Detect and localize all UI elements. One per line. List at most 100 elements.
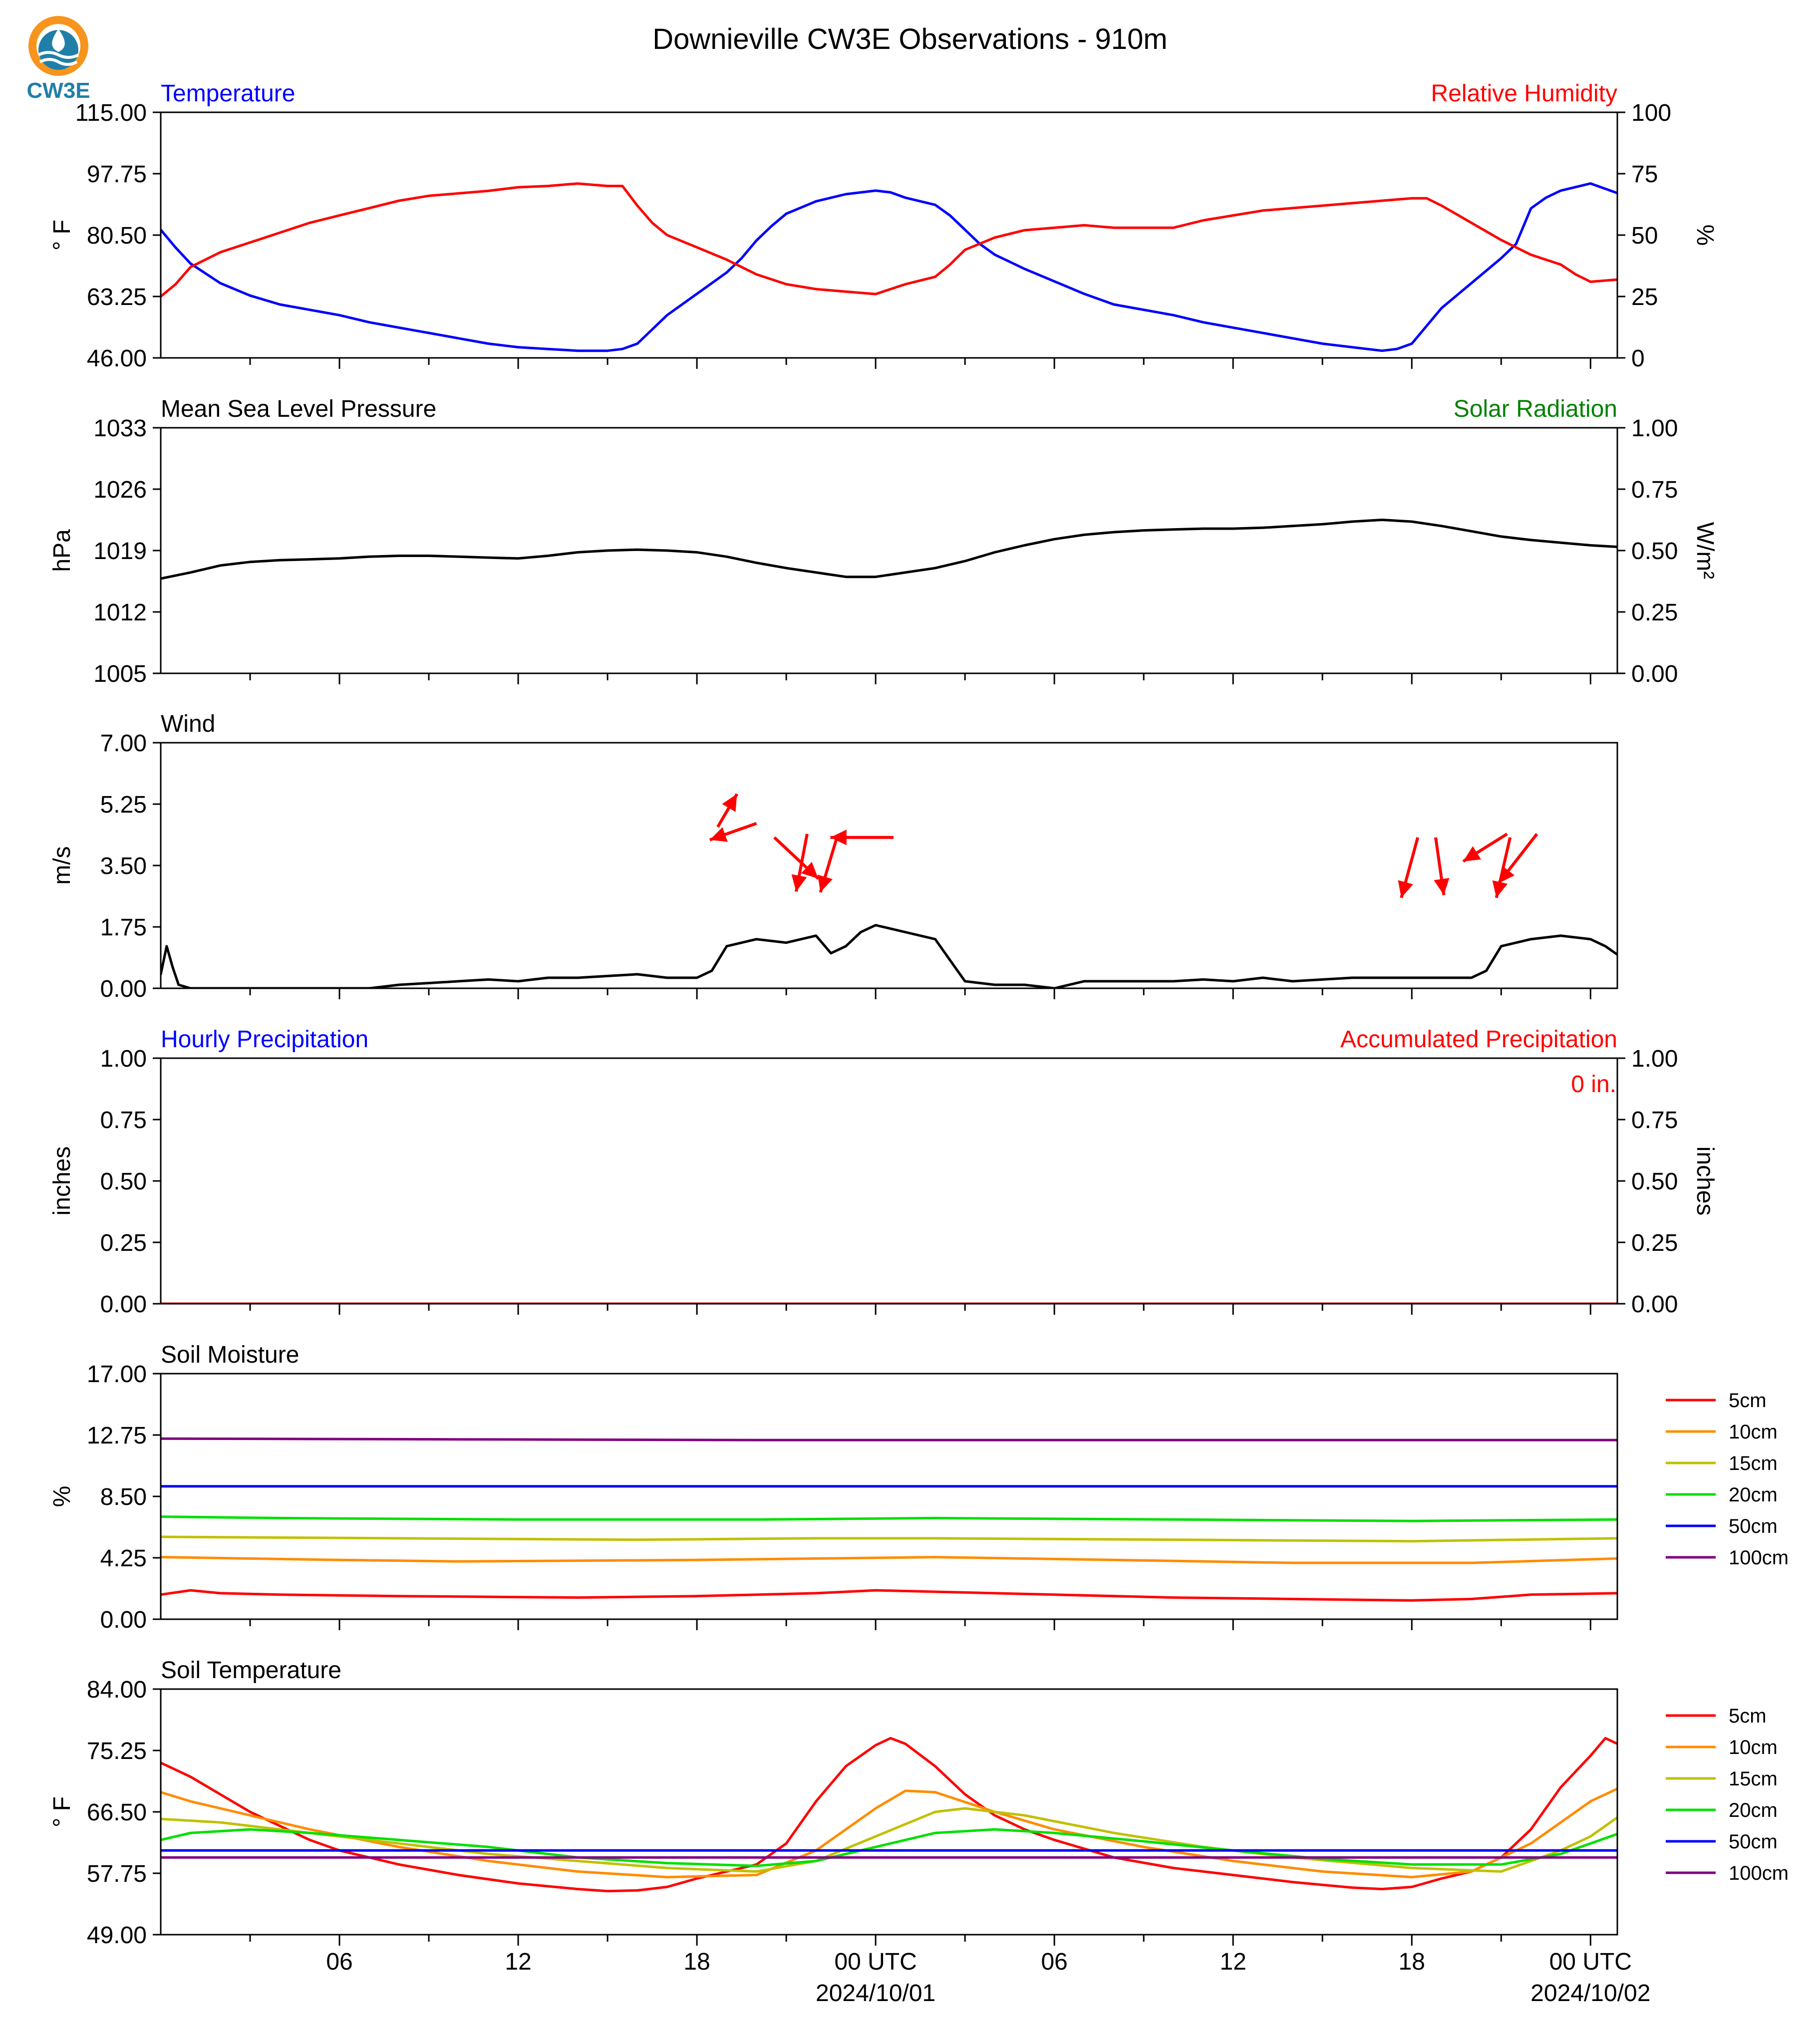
wind-arrow-head (817, 874, 833, 892)
logo-text: CW3E (26, 78, 90, 103)
y-tick-label: 12.75 (87, 1423, 147, 1449)
cw3e-logo: CW3E (26, 16, 90, 103)
y-tick-label: 5.25 (100, 792, 147, 818)
y-axis-label-right: % (1692, 225, 1718, 246)
series-line-0 (161, 924, 1617, 988)
wind-arrow-head (1434, 877, 1450, 895)
series-line-0 (161, 519, 1617, 580)
legend-label: 100cm (1729, 1547, 1789, 1569)
panel-frame (160, 1688, 1618, 1936)
y-tick-label-right: 0.00 (1631, 661, 1678, 687)
series-group (161, 1737, 1617, 1893)
x-tick-label: 12 (505, 1949, 531, 1975)
x-tick-label: 18 (1399, 1949, 1425, 1975)
panel-0: Temperature Relative Humidity 115.00 97.75 8… (49, 80, 1718, 372)
y-tick-label: 3.50 (100, 853, 147, 879)
panel-4: Soil Moisture 17.00 12.75 8.50 4.25 0.00% 5cm 1… (49, 1342, 1789, 1633)
panel-frame (160, 1057, 1618, 1305)
x-tick-label: 06 (1041, 1949, 1067, 1975)
y-tick-label: 1033 (93, 415, 147, 442)
y-tick-label-right: 0.25 (1631, 1230, 1678, 1256)
y-tick-label: 8.50 (100, 1484, 147, 1510)
legend-label: 20cm (1729, 1799, 1778, 1821)
y-axis-label: inches (49, 1147, 75, 1216)
y-tick-label: 7.00 (100, 730, 147, 757)
y-tick-label-right: 0 (1631, 345, 1645, 372)
panel-title-right: Solar Radiation (1454, 396, 1617, 422)
y-tick-label: 80.50 (87, 223, 147, 249)
y-tick-label: 1.00 (100, 1046, 147, 1072)
panel-title-left: Soil Moisture (161, 1342, 299, 1368)
y-tick-label-right: 25 (1631, 284, 1658, 310)
y-tick-label: 115.00 (75, 100, 147, 126)
series-line-0 (161, 182, 1617, 352)
y-tick-label-right: 1.00 (1631, 415, 1678, 442)
wind-arrow-head (709, 827, 728, 842)
series-group (161, 182, 1617, 352)
panel-5: Soil Temperature 84.00 75.25 66.50 57.75 49.0… (49, 1657, 1789, 1949)
panel-frame (160, 1373, 1618, 1620)
panel-frame (160, 742, 1618, 989)
y-tick-label: 0.00 (100, 976, 147, 1002)
y-tick-label: 0.75 (100, 1107, 147, 1134)
y-axis-label: % (49, 1486, 75, 1507)
panel-title-left: Hourly Precipitation (161, 1026, 368, 1053)
y-tick-label-right: 0.50 (1631, 1168, 1678, 1195)
legend-label: 10cm (1729, 1421, 1778, 1443)
x-tick-label: 12 (1220, 1949, 1246, 1975)
x-tick-label: 06 (326, 1949, 352, 1975)
panels: Temperature Relative Humidity 115.00 97.75 8… (49, 80, 1789, 1949)
legend-label: 5cm (1729, 1705, 1767, 1727)
figure-title: Downieville CW3E Observations - 910m (652, 23, 1167, 55)
y-tick-label: 0.50 (100, 1168, 147, 1195)
y-tick-label: 57.75 (87, 1861, 147, 1887)
wind-arrow-head (830, 830, 847, 846)
panel-title-right: Relative Humidity (1431, 80, 1617, 107)
wind-arrow-head (1463, 846, 1481, 862)
y-tick-label: 97.75 (87, 161, 147, 188)
legend-label: 50cm (1729, 1515, 1778, 1537)
y-tick-label-right: 50 (1631, 223, 1658, 249)
wind-arrows (709, 793, 1538, 898)
wind-arrow-head (801, 862, 819, 879)
y-tick-label-right: 0.00 (1631, 1291, 1678, 1318)
y-tick-label: 49.00 (87, 1922, 147, 1949)
y-tick-label-right: 75 (1631, 161, 1658, 188)
y-tick-label: 4.25 (100, 1545, 147, 1572)
date-label: 2024/10/01 (816, 1980, 935, 2007)
panel-title-right: Accumulated Precipitation (1340, 1026, 1617, 1053)
y-tick-label: 1019 (93, 538, 147, 565)
legend: 5cm 10cm 15cm 20cm 50cm 100cm (1666, 1705, 1789, 1884)
panel-1: Mean Sea Level Pressure Solar Radiation 10… (49, 396, 1718, 687)
legend-label: 50cm (1729, 1831, 1778, 1853)
series-line-15cm (161, 1535, 1617, 1543)
panel-title-left: Mean Sea Level Pressure (161, 396, 436, 422)
legend-label: 15cm (1729, 1768, 1778, 1790)
series-line-10cm (161, 1556, 1617, 1564)
x-tick-label: 00 UTC (1549, 1949, 1632, 1975)
y-tick-label-right: 0.75 (1631, 477, 1678, 503)
x-tick-label: 18 (683, 1949, 710, 1975)
panel-frame (160, 427, 1618, 674)
x-tick-label: 00 UTC (834, 1949, 916, 1975)
y-axis-label: ° F (49, 1796, 75, 1827)
legend-label: 10cm (1729, 1737, 1778, 1758)
y-tick-label: 1.75 (100, 914, 147, 941)
series-line-1 (161, 182, 1617, 298)
y-tick-label: 0.00 (100, 1607, 147, 1633)
wind-arrow-head (1398, 880, 1413, 898)
series-line-5cm (161, 1589, 1617, 1602)
legend-label: 15cm (1729, 1452, 1778, 1474)
wind-arrow-head (1498, 866, 1515, 883)
legend-label: 5cm (1729, 1390, 1767, 1412)
panel-title-left: Wind (161, 711, 215, 737)
y-tick-label: 1026 (93, 477, 147, 503)
y-tick-label-right: 0.50 (1631, 538, 1678, 565)
panel-title-left: Temperature (161, 80, 295, 107)
y-axis-label: m/s (49, 846, 75, 884)
y-tick-label: 75.25 (87, 1738, 147, 1764)
date-label: 2024/10/02 (1530, 1980, 1650, 2007)
panel-title-left: Soil Temperature (161, 1657, 341, 1684)
y-axis-label-right: inches (1692, 1147, 1718, 1216)
